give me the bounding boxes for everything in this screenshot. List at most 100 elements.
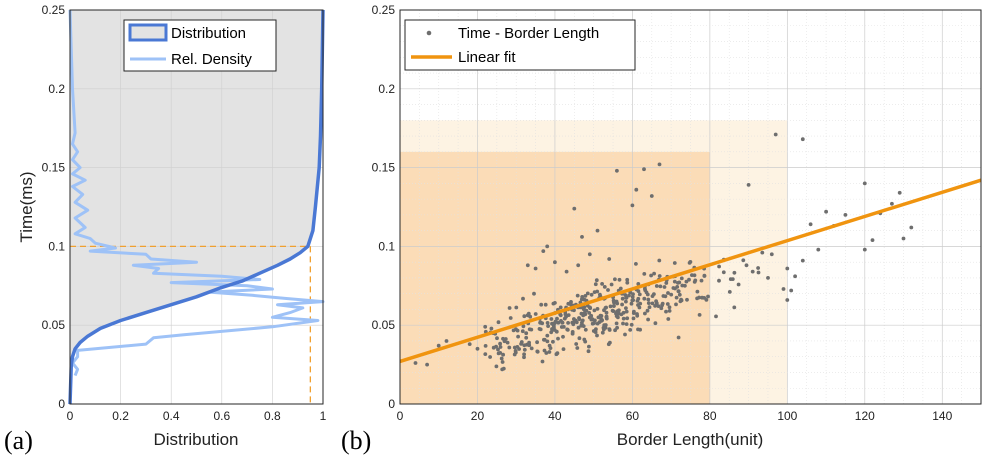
scatter-point: [630, 295, 635, 299]
scatter-point: [635, 313, 640, 318]
scatter-point: [674, 302, 678, 307]
scatter-point: [666, 291, 670, 295]
scatter-point: [495, 336, 499, 341]
scatter-point: [697, 313, 702, 317]
scatter-point: [512, 352, 517, 357]
scatter-point: [533, 266, 538, 271]
scatter-point: [554, 329, 559, 334]
scatter-point: [522, 347, 527, 352]
scatter-point: [769, 252, 774, 257]
scatter-point: [674, 295, 679, 300]
scatter-point: [507, 306, 512, 310]
scatter-point: [551, 339, 555, 344]
scatter-point: [499, 356, 504, 361]
scatter-point: [630, 298, 635, 303]
scatter-point: [526, 311, 531, 316]
scatter-point: [581, 307, 586, 312]
scatter-point: [598, 292, 602, 297]
panel-b-axes-box: [399, 9, 982, 405]
scatter-point: [535, 349, 540, 354]
y-tick-label: 0.15: [42, 161, 66, 175]
scatter-point: [642, 167, 646, 172]
scatter-point: [498, 351, 503, 355]
scatter-point: [646, 317, 650, 322]
scatter-point: [513, 349, 518, 353]
scatter-point: [580, 235, 584, 239]
scatter-point: [574, 342, 579, 346]
scatter-point: [643, 311, 647, 316]
scatter-point: [529, 346, 534, 351]
scatter-point: [522, 314, 527, 319]
scatter-point: [717, 278, 721, 283]
scatter-point: [501, 352, 505, 357]
x-tick-label: 40: [548, 409, 562, 423]
scatter-point: [595, 289, 600, 294]
scatter-point: [652, 292, 656, 296]
scatter-point: [672, 261, 677, 265]
x-tick-label: 140: [932, 409, 952, 423]
scatter-point: [699, 278, 704, 283]
scatter-point: [538, 327, 543, 332]
scatter-point: [744, 263, 749, 268]
scatter-point: [541, 249, 546, 254]
scatter-point: [843, 213, 848, 217]
scatter-point: [656, 304, 661, 308]
scatter-point: [604, 310, 609, 315]
scatter-point: [687, 261, 692, 265]
scatter-point: [631, 292, 635, 296]
scatter-point: [607, 257, 612, 261]
y-tick-label: 0.05: [372, 318, 396, 332]
scatter-point: [654, 284, 659, 288]
scatter-point: [585, 291, 590, 296]
scatter-point: [637, 292, 642, 297]
scatter-point: [548, 346, 553, 350]
scatter-point: [897, 190, 902, 195]
scatter-point: [505, 340, 510, 345]
scatter-point: [625, 316, 630, 321]
scatter-point: [520, 329, 525, 334]
panel-b-scatter-points: [413, 132, 914, 372]
scatter-point: [545, 244, 550, 249]
scatter-point: [547, 350, 552, 354]
scatter-point: [862, 247, 867, 252]
distribution-fill-area: [70, 10, 323, 404]
panel-b-legend: Time - Border Length Linear fit: [404, 19, 636, 71]
scatter-point: [524, 331, 529, 336]
scatter-point: [671, 286, 676, 290]
scatter-point: [628, 328, 633, 332]
scatter-point: [800, 258, 805, 263]
scatter-point: [528, 314, 533, 319]
scatter-point: [595, 333, 599, 338]
scatter-point: [583, 327, 588, 332]
scatter-point: [785, 266, 790, 271]
scatter-point: [624, 322, 629, 326]
scatter-point: [800, 137, 805, 142]
scatter-point: [575, 293, 580, 298]
scatter-point: [566, 321, 570, 325]
scatter-point: [498, 341, 502, 346]
panel-b-tick-labels: 0 20 40 60 80 100 120 140 0 0.05 0.1 0.15 0.2 0.25: [372, 3, 953, 423]
scatter-point: [631, 316, 636, 321]
scatter-point: [522, 355, 526, 360]
scatter-point: [569, 300, 573, 304]
panel-b: 0 20 40 60 80 100 120 140 0 0.05 0.1 0.15 0.2 0.25 Bo…: [341, 3, 982, 455]
scatter-point: [576, 325, 581, 330]
scatter-point: [570, 320, 575, 325]
scatter-point: [544, 351, 549, 355]
legend-density-label: Rel. Density: [171, 51, 252, 68]
legend-a-box: [123, 19, 277, 72]
scatter-point: [781, 287, 786, 291]
scatter-point: [606, 288, 610, 292]
scatter-point: [732, 305, 737, 310]
scatter-point: [676, 335, 681, 340]
scatter-point: [572, 308, 576, 313]
scatter-point: [627, 293, 631, 298]
scatter-point: [606, 342, 611, 347]
scatter-point: [561, 334, 565, 339]
scatter-point: [593, 282, 598, 287]
scatter-point: [587, 311, 592, 315]
scatter-point: [624, 306, 628, 310]
scatter-point: [687, 277, 691, 282]
scatter-point: [609, 282, 614, 287]
scatter-point: [522, 352, 526, 357]
